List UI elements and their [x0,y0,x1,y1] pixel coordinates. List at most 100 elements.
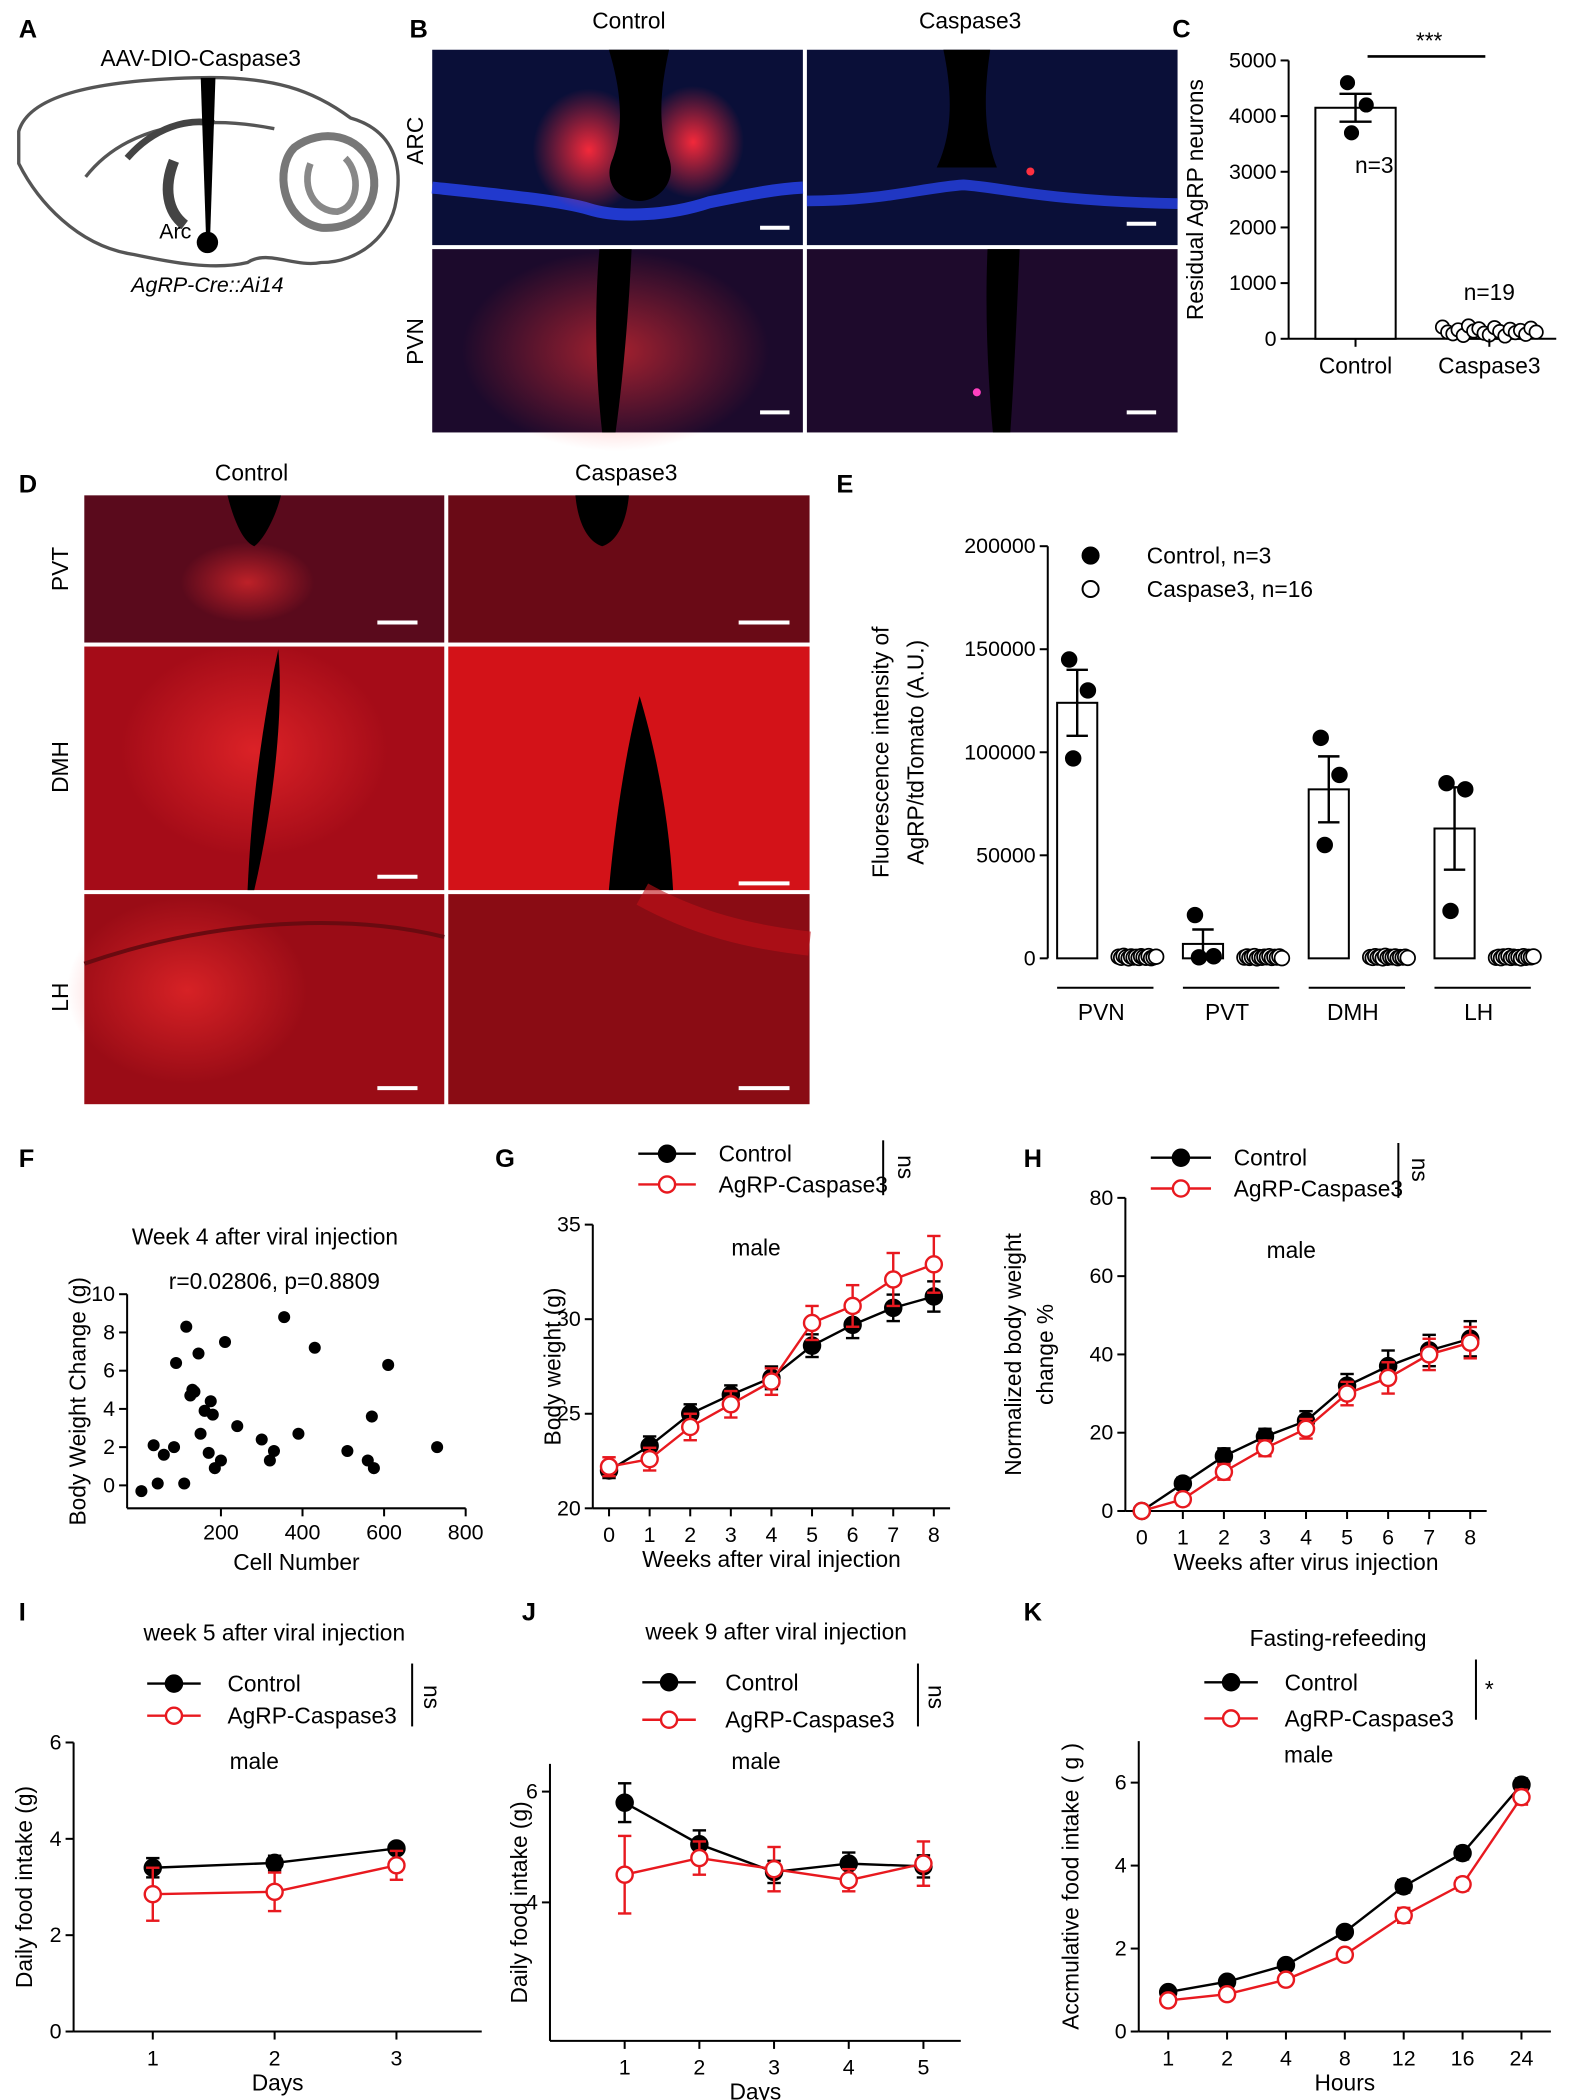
data-point [292,1427,305,1440]
annotation: r=0.02806, p=0.8809 [169,1268,380,1294]
annotation: male [1267,1237,1316,1263]
data-point [1335,1945,1355,1965]
x-tick-label: 16 [1451,2046,1475,2070]
y-axis-label: Daily food intake (g) [11,1786,37,1988]
x-tick-label: 3 [725,1523,737,1547]
y-axis-label: AgRP/tdTomato (A.U.) [902,640,928,865]
x-tick-label: 4 [843,2056,855,2080]
x-tick-label: 5 [917,2056,929,2080]
y-tick-label: 60 [1090,1264,1114,1288]
legend-label: Control [1234,1145,1307,1171]
data-point [1296,1419,1316,1439]
data-point [1525,948,1542,965]
x-tick-label: DMH [1327,999,1379,1025]
data-point [147,1439,160,1452]
data-point [308,1341,321,1354]
data-point [681,1417,700,1437]
legend-marker [659,1710,679,1729]
data-point [218,1335,232,1349]
x-tick-label: 600 [366,1520,402,1544]
injection-site [196,231,219,254]
x-axis-label: Weeks after virus injection [1174,1549,1439,1575]
y-tick-label: 4 [526,1890,538,1914]
panel-label: J [522,1599,536,1627]
x-tick-label: 8 [928,1523,940,1547]
panel-label: B [409,16,427,44]
data-point [1461,1333,1480,1352]
legend-marker [1171,1148,1191,1167]
legend-label: Control [1285,1669,1358,1695]
legend-label: AgRP-Caspase3 [1285,1705,1454,1731]
legend-label: AgRP-Caspase3 [227,1703,396,1729]
legend-label: AgRP-Caspase3 [1234,1175,1403,1201]
data-point [387,1856,406,1875]
data-point [192,1347,205,1360]
y-tick-label: 200000 [964,534,1036,558]
x-axis-label: Cell Number [233,1549,360,1575]
data-point [1399,949,1416,967]
column-label: Caspase3 [575,460,677,486]
y-axis-label: Daily food intake (g) [506,1801,532,2003]
data-point [1190,949,1208,966]
data-point [1419,1345,1439,1364]
row-label: LH [47,983,73,1012]
legend-marker [1221,1673,1241,1692]
legend-label: Control, n=3 [1147,543,1271,569]
data-point [231,1420,244,1433]
data-point [1331,766,1348,784]
y-tick-label: 1000 [1229,271,1277,295]
x-tick-label: 2 [684,1523,696,1547]
y-tick-label: 4 [50,1827,62,1851]
data-point [1528,324,1544,340]
x-tick-label: Control [1319,353,1392,379]
panel-label: D [19,471,37,499]
x-tick-label: 4 [1300,1526,1312,1550]
annotation: ns [419,1685,445,1709]
y-tick-label: 10 [91,1282,115,1306]
x-tick-label: 2 [1218,1526,1230,1550]
data-point [1079,682,1097,699]
data-point [884,1270,903,1289]
annotation: *** [1416,27,1443,53]
data-point [382,1358,395,1371]
x-axis-label: Weeks after viral injection [642,1546,901,1572]
data-point [762,1372,781,1391]
y-tick-label: 6 [50,1730,62,1754]
x-tick-label: 1 [644,1523,656,1547]
data-point [914,1854,933,1873]
data-point [1217,1984,1237,2004]
data-point [1312,729,1329,747]
y-tick-label: 6 [103,1359,115,1383]
x-tick-label: 5 [1341,1526,1353,1550]
injection-needle [200,77,216,239]
legend-marker [657,1175,677,1194]
data-point [1343,125,1360,141]
data-point [341,1444,354,1457]
data-point [1378,1368,1398,1388]
panel-label: K [1024,1599,1043,1627]
data-point [839,1870,858,1890]
data-point [265,1853,284,1873]
y-axis-label: Accmulative food intake ( g ) [1058,1743,1084,2030]
data-point [1064,750,1082,767]
y-axis-label: Fluorescence intensity of [867,626,893,878]
x-tick-label: 6 [1382,1526,1394,1550]
legend-label: AgRP-Caspase3 [725,1707,894,1733]
x-tick-label: 4 [1280,2046,1292,2070]
y-tick-label: 0 [1115,2020,1127,2044]
x-tick-label: 6 [847,1523,859,1547]
annotation: * [1485,1676,1494,1702]
data-point [599,1457,619,1476]
data-point [1276,1970,1296,1989]
data-point [1442,902,1459,920]
data-point [170,1357,183,1370]
y-tick-label: 100000 [964,740,1036,764]
annotation: male [731,1234,780,1260]
legend-marker [164,1706,184,1725]
legend-label: Control [719,1141,792,1167]
x-tick-label: 0 [1136,1526,1148,1550]
data-point [206,1408,219,1421]
data-point [843,1296,862,1316]
panel-label: G [495,1145,515,1173]
